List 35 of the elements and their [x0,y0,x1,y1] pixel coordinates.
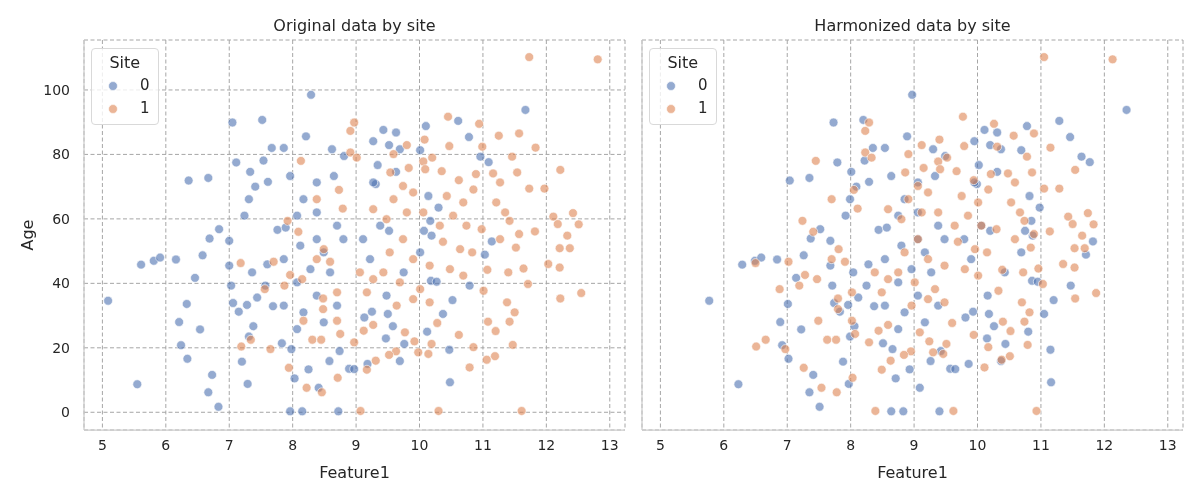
x-tick-label: 12 [1095,436,1114,453]
y-tick-label: 40 [52,275,70,292]
x-tick-label: 12 [537,436,556,453]
legend-label: 0 [698,75,708,96]
legend-title: Site [108,52,142,74]
x-tick-label: 5 [655,436,665,453]
legend-label: 1 [140,98,150,119]
legend-title: Site [666,52,700,74]
x-tick-label: 7 [782,436,792,453]
y-tick-label: 80 [52,146,70,163]
x-tick-label: 11 [1032,436,1050,453]
x-tick-label: 10 [968,436,987,453]
y-tick-label: 100 [43,81,70,98]
x-tick-label: 6 [719,436,729,453]
x-tick-label: 5 [97,436,107,453]
chart-title: Harmonized data by site [813,16,1012,36]
y-axis-title: Age [17,219,37,251]
legend-label: 0 [140,75,150,96]
x-tick-label: 7 [224,436,234,453]
x-tick-label: 6 [161,436,171,453]
x-tick-label: 8 [846,436,856,453]
x-axis-title: Feature1 [319,463,390,482]
y-tick-label: 60 [52,210,70,227]
x-tick-label: 9 [351,436,361,453]
chart-title: Original data by site [272,16,437,36]
y-tick-label: 0 [61,404,70,421]
x-tick-label: 9 [909,436,919,453]
x-tick-label: 11 [474,436,492,453]
x-tick-label: 13 [1158,436,1177,453]
x-tick-label: 13 [600,436,619,453]
x-tick-label: 10 [410,436,429,453]
x-tick-label: 8 [288,436,298,453]
y-tick-label: 20 [52,339,70,356]
legend-label: 1 [698,98,708,119]
x-axis-title: Feature1 [877,463,948,482]
